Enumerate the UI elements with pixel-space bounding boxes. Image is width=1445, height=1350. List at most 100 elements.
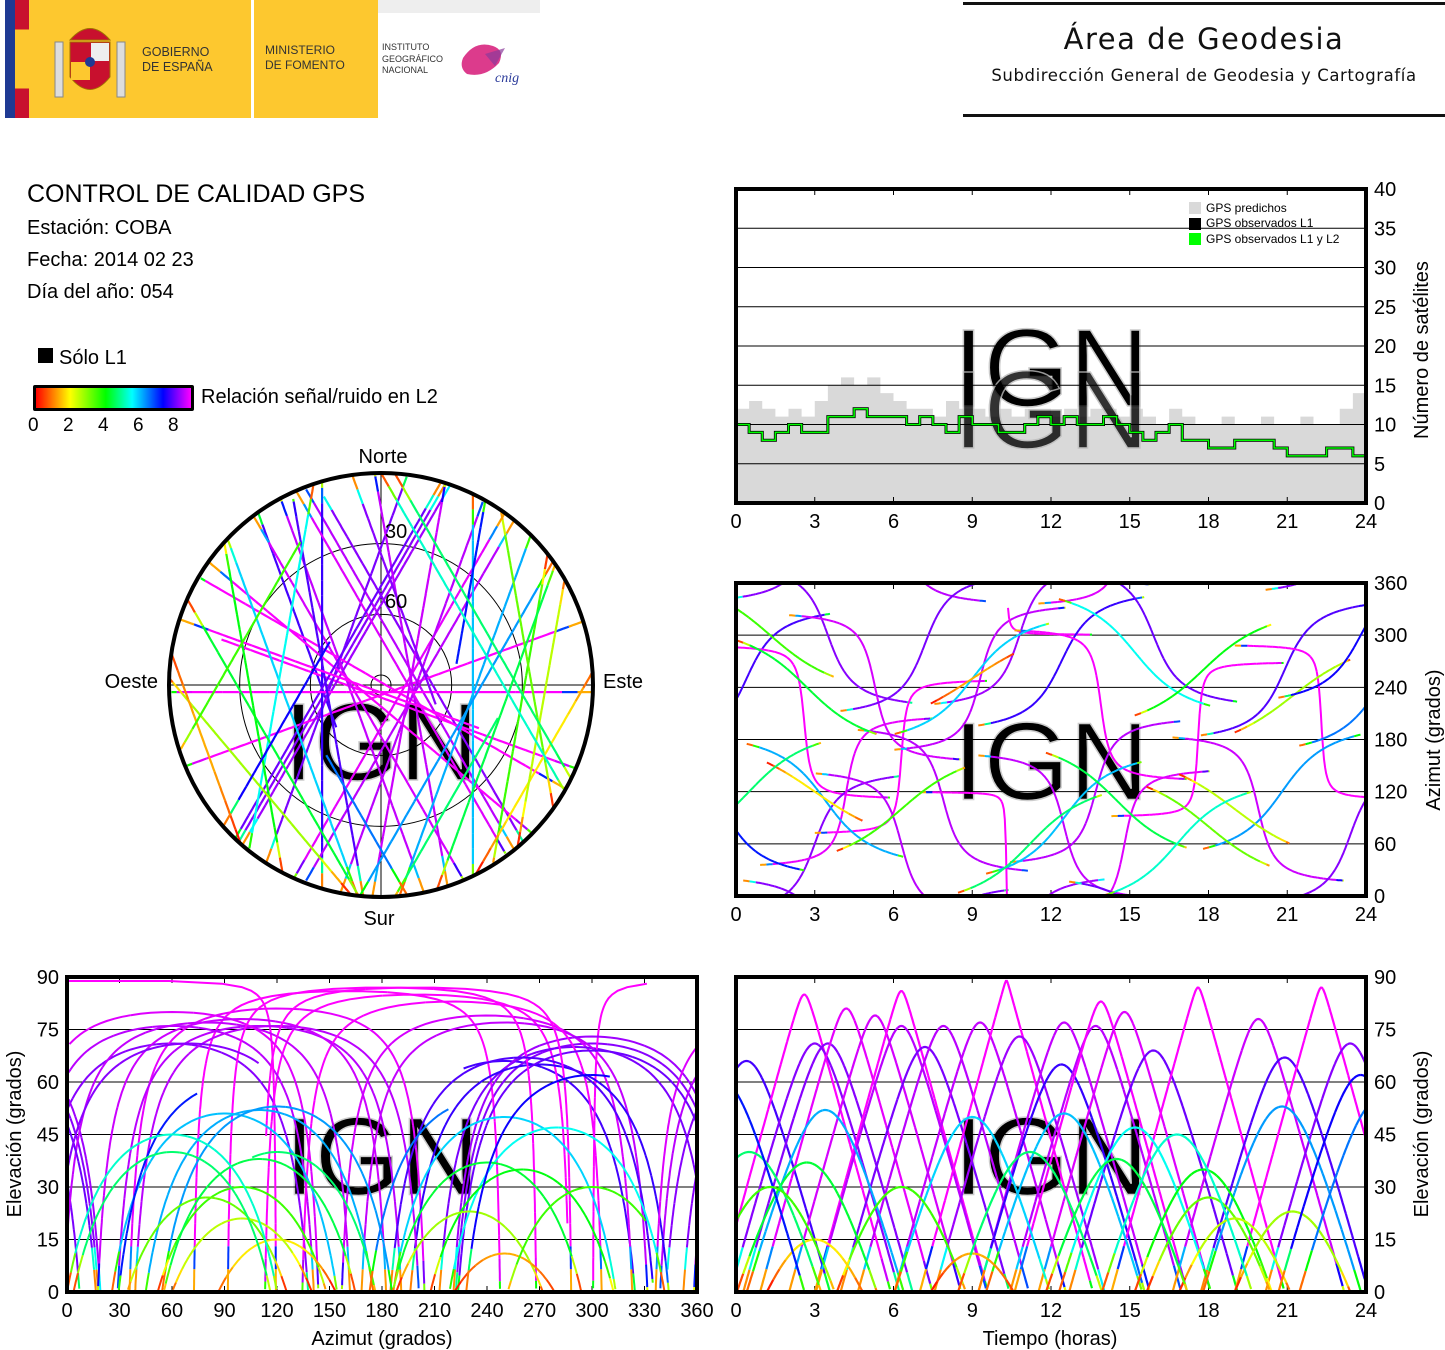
az-watermark: IGN — [953, 701, 1149, 824]
skyplot-track-segment — [421, 774, 431, 789]
elev-time-track-segment — [1183, 1135, 1191, 1143]
elev-azimuth-track-segment — [267, 1226, 278, 1235]
elev-time-track-segment — [1209, 1170, 1218, 1177]
skyplot-horizon — [167, 471, 595, 899]
elev-azimuth-track-segment — [349, 1193, 358, 1213]
elev-azimuth-track-segment — [269, 1121, 273, 1145]
elev-time-track-segment — [1151, 1147, 1160, 1159]
ea-ytick-label: 75 — [37, 1020, 59, 1042]
azimuth-time-track-segment — [884, 695, 892, 701]
skyplot-track-segment — [501, 519, 507, 536]
skyplot-track-segment — [400, 714, 406, 730]
skyplot-track-segment — [225, 553, 231, 570]
legend-swatch-l1 — [1189, 218, 1201, 230]
azimuth-time-track-segment — [1017, 857, 1025, 864]
azimuth-time-track-segment — [845, 625, 853, 632]
elev-azimuth-track-segment — [119, 1147, 133, 1159]
azimuth-time-track-segment — [849, 794, 857, 797]
azimuth-time-track-segment — [1353, 635, 1362, 648]
azimuth-time-track-segment — [955, 684, 963, 691]
azimuth-time-track-segment — [1144, 781, 1153, 788]
azimuth-time-track-segment — [990, 680, 999, 689]
skyplot-track-segment — [472, 632, 483, 648]
l1-only-swatch — [38, 348, 53, 363]
skyplot-track-segment — [314, 669, 322, 685]
azimuth-time-track-segment — [1075, 881, 1082, 885]
skyplot-track-segment — [338, 676, 354, 684]
azimuth-time-track-segment — [996, 672, 1005, 683]
elev-time-track-segment — [855, 1167, 864, 1191]
azimuth-time-track-segment — [1177, 802, 1185, 809]
elev-azimuth-track-segment — [558, 1139, 571, 1155]
azimuth-time-track-segment — [780, 653, 788, 659]
skyplot-track-segment — [530, 686, 536, 703]
azimuth-time-track-segment — [990, 755, 998, 759]
elev-time-track-segment — [886, 1187, 895, 1195]
elev-time-track-segment — [1044, 1219, 1053, 1243]
elev-time-track-segment — [1015, 1134, 1024, 1158]
elev-time-track-segment — [1250, 1103, 1259, 1123]
elev-time-track-segment — [748, 1119, 757, 1137]
azimuth-time-track-segment — [949, 688, 957, 694]
elev-time-track-segment — [1221, 1202, 1230, 1210]
azimuth-time-track-segment — [840, 775, 848, 779]
azimuth-time-track-segment — [792, 878, 801, 888]
skyplot-track-segment — [271, 553, 280, 569]
elev-time-track-segment — [754, 1223, 764, 1240]
skyplot-track-segment — [386, 515, 394, 531]
elev-azimuth-track-segment — [440, 1108, 449, 1115]
azimuth-time-track-segment — [867, 829, 876, 836]
skyplot-track-segment — [271, 618, 286, 629]
azimuth-time-track-segment — [1190, 811, 1198, 818]
elev-azimuth-track-segment — [449, 1268, 455, 1289]
skyplot-track-segment — [322, 710, 338, 718]
elev-azimuth-track-segment — [215, 1197, 227, 1203]
skyplot-track-segment — [328, 674, 336, 690]
skyplot-track-segment — [555, 753, 566, 768]
azimuth-time-track-segment — [1060, 847, 1068, 853]
azimuth-time-track-segment — [1328, 782, 1337, 792]
azimuth-time-track-segment — [1332, 609, 1340, 614]
count-legend: GPS predichos GPS observados L1 GPS obse… — [1189, 201, 1340, 246]
elev-azimuth-track-segment — [109, 1178, 121, 1193]
skyplot-track-segment — [394, 547, 404, 563]
elev-azimuth-track-segment — [383, 1249, 390, 1271]
skyplot-track-segment — [345, 866, 354, 882]
azimuth-time-track-segment — [1278, 700, 1286, 708]
elev-time-track-segment — [1201, 1270, 1211, 1293]
elev-time-track-segment — [840, 1121, 849, 1134]
azimuth-time-track-segment — [792, 673, 801, 682]
skyplot-track-segment — [556, 604, 562, 620]
elev-time-track-segment — [1211, 1029, 1220, 1053]
elev-time-track-segment — [1013, 1005, 1022, 1030]
azimuth-time-track-segment — [1089, 775, 1097, 782]
azimuth-time-track-segment — [1130, 762, 1138, 766]
elev-time-track-segment — [1093, 1182, 1102, 1205]
skyplot-track-segment — [310, 846, 323, 861]
azimuth-time-track-segment — [1238, 721, 1246, 727]
azimuth-time-track-segment — [913, 724, 921, 729]
azimuth-time-track-segment — [1077, 639, 1085, 646]
elev-time-track-segment — [943, 1091, 953, 1114]
azimuth-time-track-segment — [816, 792, 825, 799]
azimuth-time-track-segment — [1228, 641, 1237, 649]
azimuth-time-track-segment — [992, 869, 999, 873]
skyplot-track-segment — [534, 739, 544, 754]
elev-time-track-segment — [1007, 1220, 1017, 1244]
azimuth-time-track-segment — [840, 820, 849, 829]
azimuth-time-track-segment — [982, 657, 990, 666]
elev-time-track-segment — [773, 1174, 782, 1188]
elev-time-track-segment — [1297, 1128, 1306, 1152]
elev-azimuth-track-segment — [388, 1157, 394, 1180]
azimuth-time-track-segment — [1107, 890, 1115, 896]
elev-azimuth-track-segment — [502, 1140, 516, 1153]
elev-azimuth-track-segment — [624, 1178, 629, 1202]
azimuth-time-track-segment — [1158, 834, 1167, 840]
elev-azimuth-track-segment — [650, 1233, 658, 1253]
elev-azimuth-track-segment — [563, 1189, 576, 1197]
elev-azimuth-track-segment — [92, 1184, 102, 1201]
elev-time-track-segment — [1340, 1052, 1350, 1076]
azimuth-time-track-segment — [1328, 665, 1336, 672]
skyplot-track-segment — [525, 628, 533, 644]
skyplot-track-segment — [494, 646, 504, 661]
